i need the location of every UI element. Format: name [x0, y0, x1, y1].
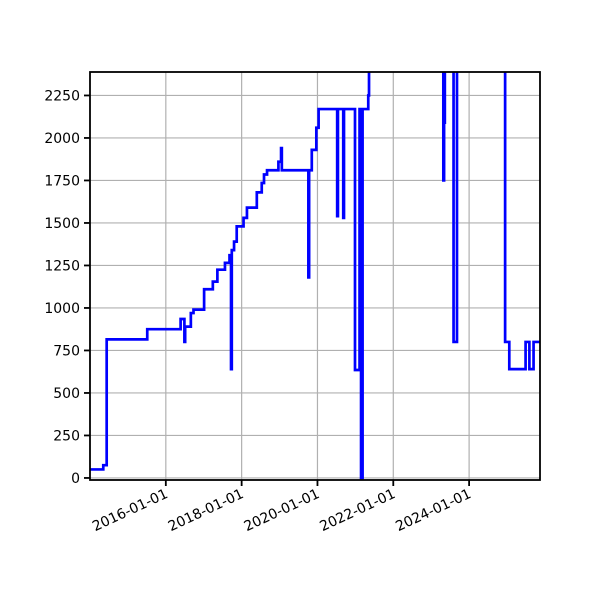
data-line-value-over-time [90, 72, 540, 480]
y-tick-label-750: 750 [53, 343, 80, 359]
y-tick-label-1500: 1500 [44, 216, 80, 232]
x-tick-label-2016-01-01: 2016-01-01 [90, 486, 171, 535]
plot-border [89, 71, 541, 481]
y-tick-label-250: 250 [53, 428, 80, 444]
y-tick-label-1000: 1000 [44, 301, 80, 317]
x-tick-label-2022-01-01: 2022-01-01 [317, 486, 398, 535]
y-tick-label-1750: 1750 [44, 173, 80, 189]
x-tick-label-2020-01-01: 2020-01-01 [242, 486, 323, 535]
x-tick-label-2024-01-01: 2024-01-01 [393, 486, 474, 535]
y-tick-label-500: 500 [53, 386, 80, 402]
data-series-layer [90, 72, 540, 480]
y-tick-label-0: 0 [71, 471, 80, 487]
y-tick-label-2250: 2250 [44, 88, 80, 104]
tick-label-layer: 2016-01-012018-01-012020-01-012022-01-01… [44, 88, 473, 535]
axis-tick-layer [84, 94, 471, 486]
x-tick-label-2018-01-01: 2018-01-01 [166, 486, 247, 535]
y-tick-label-1250: 1250 [44, 258, 80, 274]
y-tick-label-2000: 2000 [44, 131, 80, 147]
